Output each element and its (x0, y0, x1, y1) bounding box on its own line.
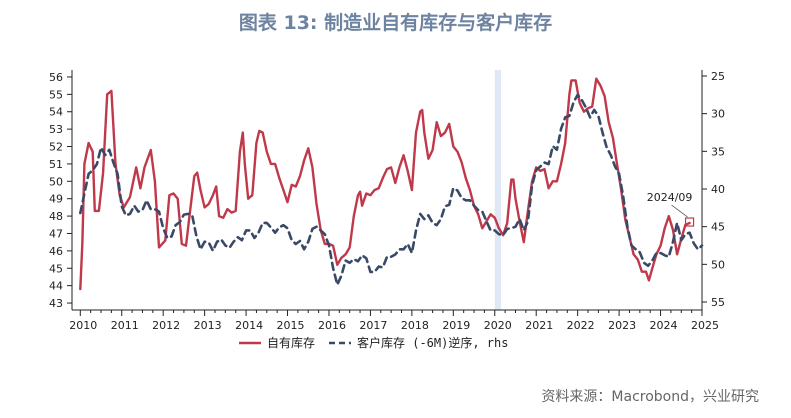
x-tick-label: 2017 (359, 319, 387, 332)
x-tick-label: 2019 (442, 319, 470, 332)
left-tick-label: 53 (49, 123, 63, 136)
right-tick-label: 55 (711, 296, 725, 309)
left-tick-label: 56 (49, 71, 63, 84)
series-line-own-inventory (79, 77, 691, 291)
right-tick-label: 25 (711, 70, 725, 83)
left-tick-label: 43 (49, 297, 63, 310)
right-tick-label: 45 (711, 221, 725, 234)
x-tick-label: 2011 (111, 319, 139, 332)
x-tick-label: 2013 (194, 319, 222, 332)
x-tick-label: 2025 (691, 319, 719, 332)
x-tick-label: 2018 (401, 319, 429, 332)
left-tick-label: 48 (49, 210, 63, 223)
annotation-marker (684, 217, 695, 227)
legend-label-customer-inventory: 客户库存 (-6M)逆序, rhs (357, 335, 508, 350)
annotation-leader (671, 204, 688, 218)
right-tick-label: 50 (711, 258, 725, 271)
x-tick-label: 2021 (525, 319, 553, 332)
left-tick-label: 51 (49, 158, 63, 171)
series-line-customer-inventory (79, 93, 704, 286)
left-tick-label: 49 (49, 193, 63, 206)
x-tick-label: 2014 (235, 319, 263, 332)
right-tick-label: 35 (711, 145, 725, 158)
left-tick-label: 46 (49, 245, 63, 258)
left-tick-label: 55 (49, 88, 63, 101)
right-tick-label: 40 (711, 183, 725, 196)
right-tick-label: 30 (711, 108, 725, 121)
legend-layer: 自有库存 客户库存 (-6M)逆序, rhs (239, 335, 508, 350)
left-tick-label: 54 (49, 106, 63, 119)
left-tick-label: 44 (49, 280, 63, 293)
shaded-region (494, 70, 501, 310)
x-tick-label: 2020 (484, 319, 512, 332)
annotation-layer: 2024/09 (647, 191, 695, 227)
x-tick-label: 2016 (318, 319, 346, 332)
x-tick-label: 2022 (567, 319, 595, 332)
x-tick-label: 2010 (69, 319, 97, 332)
left-tick-label: 45 (49, 262, 63, 275)
left-tick-label: 52 (49, 141, 63, 154)
legend-label-own-inventory: 自有库存 (267, 335, 315, 350)
annotation-label: 2024/09 (647, 191, 693, 204)
x-tick-label: 2012 (152, 319, 180, 332)
left-tick-label: 50 (49, 175, 63, 188)
chart-title: 图表 13: 制造业自有库存与客户库存 (238, 12, 553, 34)
source-note: 资料来源：Macrobond，兴业研究 (541, 389, 759, 405)
left-tick-label: 47 (49, 227, 63, 240)
x-tick-label: 2015 (277, 319, 305, 332)
x-tick-label: 2023 (608, 319, 636, 332)
x-tick-label: 2024 (650, 319, 678, 332)
axes-layer: 43 44 45 46 47 48 49 50 51 52 53 54 55 56 25 30 35 40 45 50… (49, 70, 725, 332)
shaded-region-layer (494, 70, 501, 310)
series-layer (79, 77, 704, 291)
